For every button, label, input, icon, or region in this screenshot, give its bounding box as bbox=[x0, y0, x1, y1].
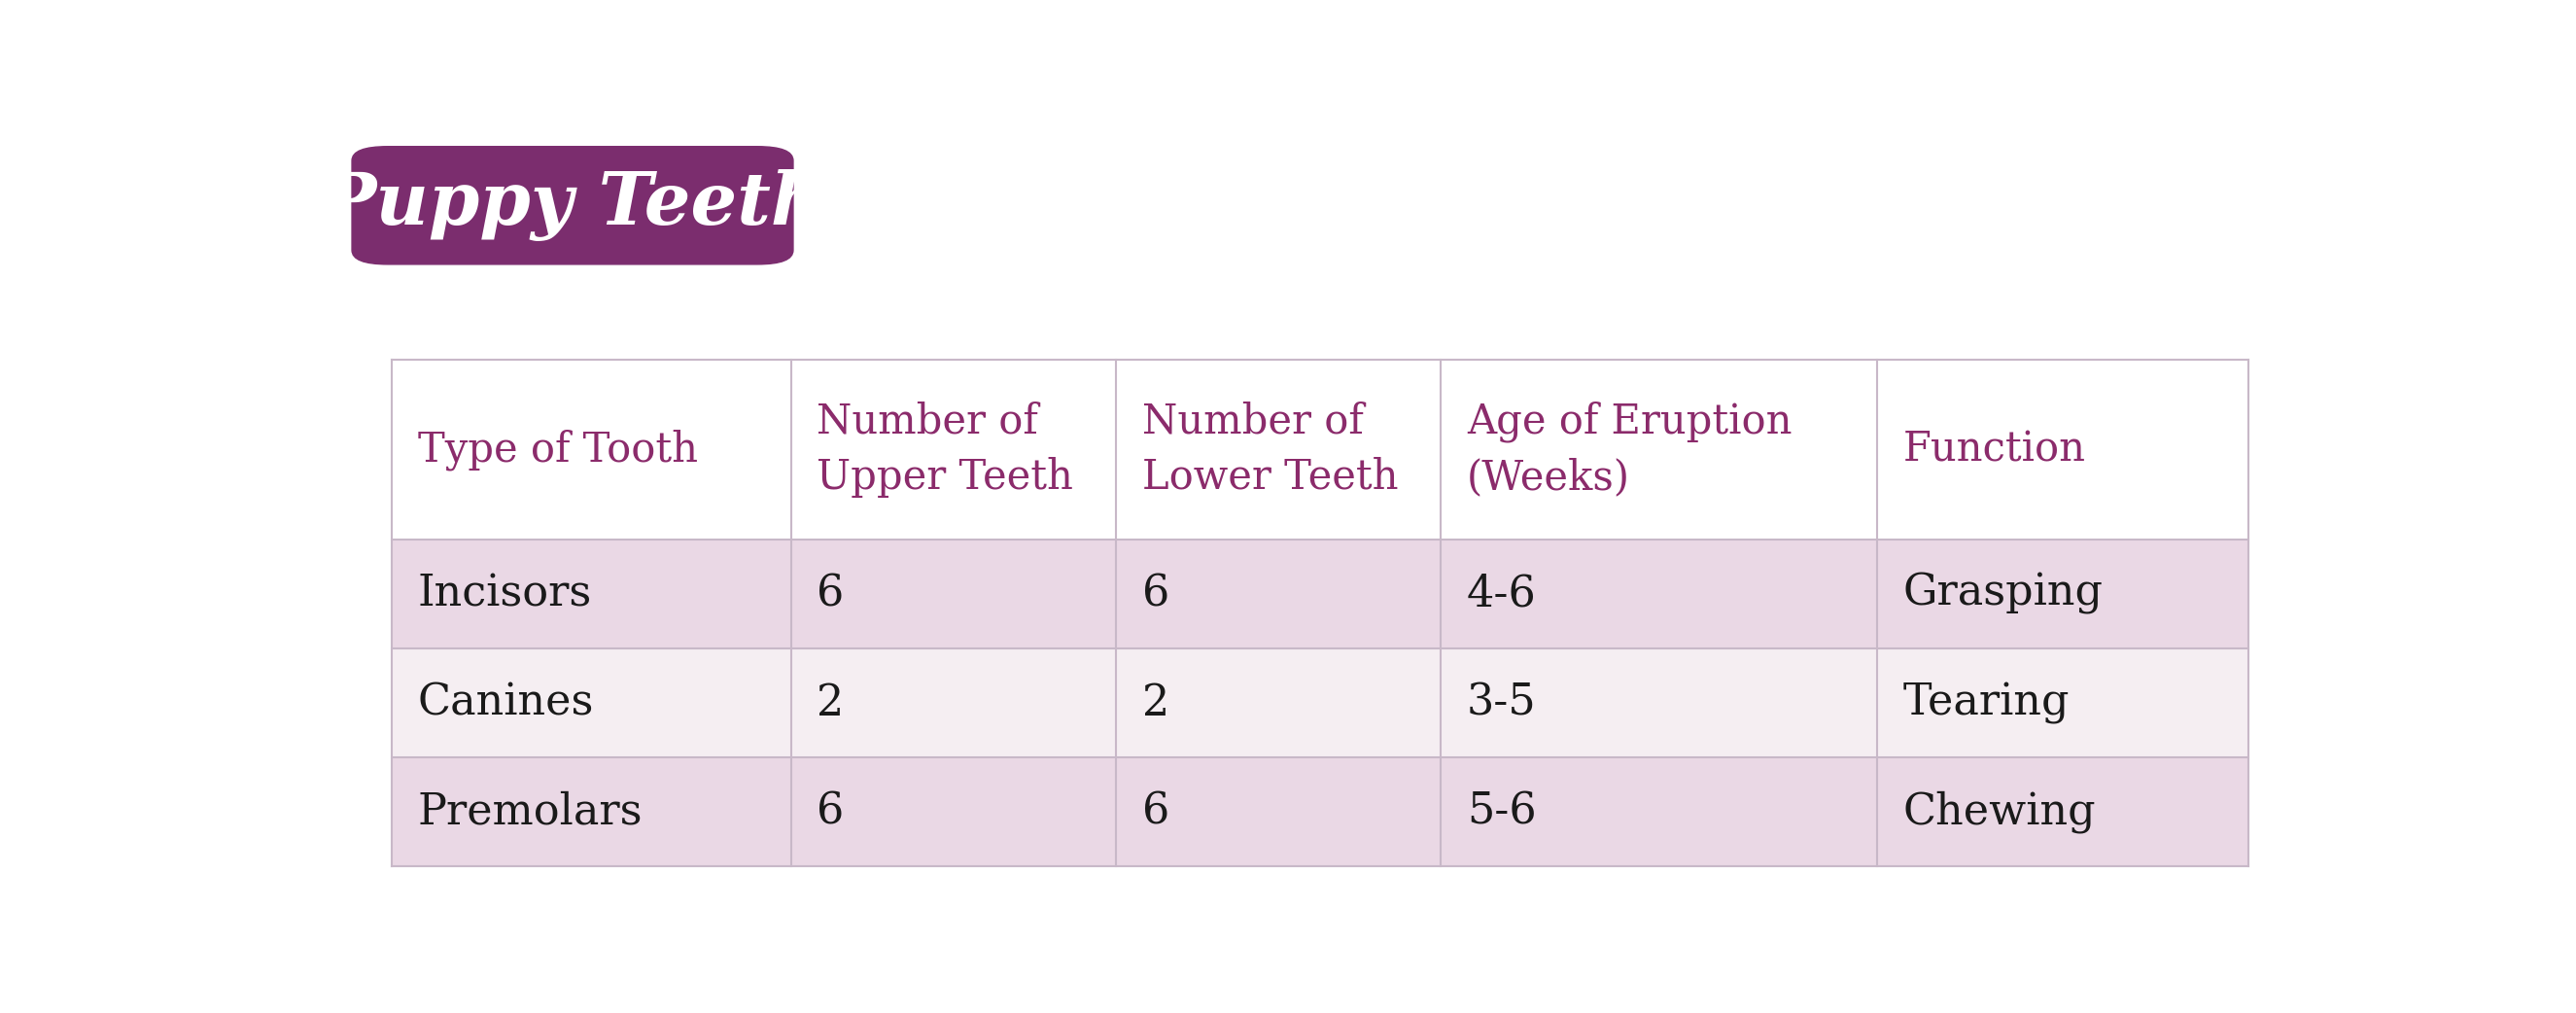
Text: 3-5: 3-5 bbox=[1466, 682, 1535, 724]
Text: Puppy Teeth: Puppy Teeth bbox=[322, 169, 824, 241]
Text: Number of
Upper Teeth: Number of Upper Teeth bbox=[817, 401, 1074, 497]
Text: Type of Tooth: Type of Tooth bbox=[417, 428, 698, 470]
Text: 6: 6 bbox=[817, 791, 845, 833]
Text: 6: 6 bbox=[1141, 791, 1170, 833]
Text: 6: 6 bbox=[1141, 573, 1170, 615]
Text: Grasping: Grasping bbox=[1904, 573, 2105, 615]
Text: Age of Eruption
(Weeks): Age of Eruption (Weeks) bbox=[1466, 401, 1793, 497]
Text: Chewing: Chewing bbox=[1904, 791, 2097, 833]
Text: 5-6: 5-6 bbox=[1466, 791, 1535, 833]
FancyBboxPatch shape bbox=[353, 147, 793, 264]
Text: Canines: Canines bbox=[417, 682, 595, 724]
Text: Incisors: Incisors bbox=[417, 573, 592, 615]
Text: 4-6: 4-6 bbox=[1466, 573, 1535, 615]
Text: Premolars: Premolars bbox=[417, 791, 644, 833]
Text: Tearing: Tearing bbox=[1904, 682, 2071, 724]
Text: 2: 2 bbox=[1141, 682, 1170, 724]
Text: Number of
Lower Teeth: Number of Lower Teeth bbox=[1141, 401, 1399, 497]
Text: 6: 6 bbox=[817, 573, 845, 615]
Text: 2: 2 bbox=[817, 682, 845, 724]
Text: Function: Function bbox=[1904, 428, 2087, 470]
